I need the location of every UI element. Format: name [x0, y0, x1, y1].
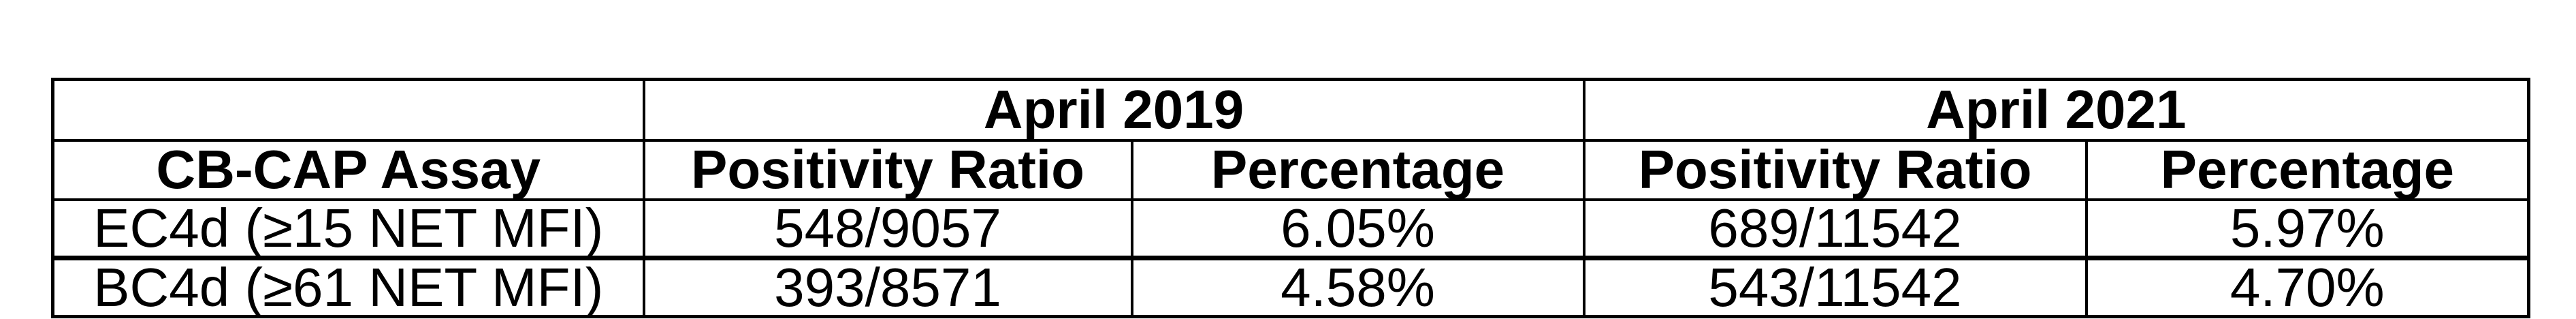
table-row-column-headers: CB-CAP Assay Positivity Ratio Percentage…: [51, 138, 2530, 201]
ec4d-percentage-2021-cell: 5.97%: [2084, 198, 2530, 260]
ec4d-percentage-2019-cell: 6.05%: [1130, 198, 1585, 260]
percentage-2021-header: Percentage: [2084, 138, 2530, 201]
bc4d-assay-name-cell: BC4d (≥61 NET MFI): [51, 256, 645, 318]
percentage-2019-header: Percentage: [1130, 138, 1585, 201]
bc4d-percentage-2019-cell: 4.58%: [1130, 256, 1585, 318]
positivity-ratio-2021-header: Positivity Ratio: [1582, 138, 2088, 201]
corner-empty-cell: [51, 78, 645, 142]
bc4d-ratio-2019-cell: 393/8571: [642, 256, 1133, 318]
table-row-year-headers: April 2019 April 2021: [51, 78, 2530, 142]
assay-column-header: CB-CAP Assay: [51, 138, 645, 201]
ec4d-assay-name-cell: EC4d (≥15 NET MFI): [51, 198, 645, 260]
positivity-ratio-2019-header: Positivity Ratio: [642, 138, 1133, 201]
bc4d-percentage-2021-cell: 4.70%: [2084, 256, 2530, 318]
april-2021-group-header: April 2021: [1582, 78, 2530, 142]
table-row-bc4d: BC4d (≥61 NET MFI) 393/8571 4.58% 543/11…: [51, 256, 2530, 318]
bc4d-ratio-2021-cell: 543/11542: [1582, 256, 2088, 318]
april-2019-group-header: April 2019: [642, 78, 1585, 142]
table-row-ec4d: EC4d (≥15 NET MFI) 548/9057 6.05% 689/11…: [51, 198, 2530, 260]
ec4d-ratio-2021-cell: 689/11542: [1582, 198, 2088, 260]
ec4d-ratio-2019-cell: 548/9057: [642, 198, 1133, 260]
cb-cap-results-table: April 2019 April 2021 CB-CAP Assay Posit…: [51, 78, 2531, 318]
